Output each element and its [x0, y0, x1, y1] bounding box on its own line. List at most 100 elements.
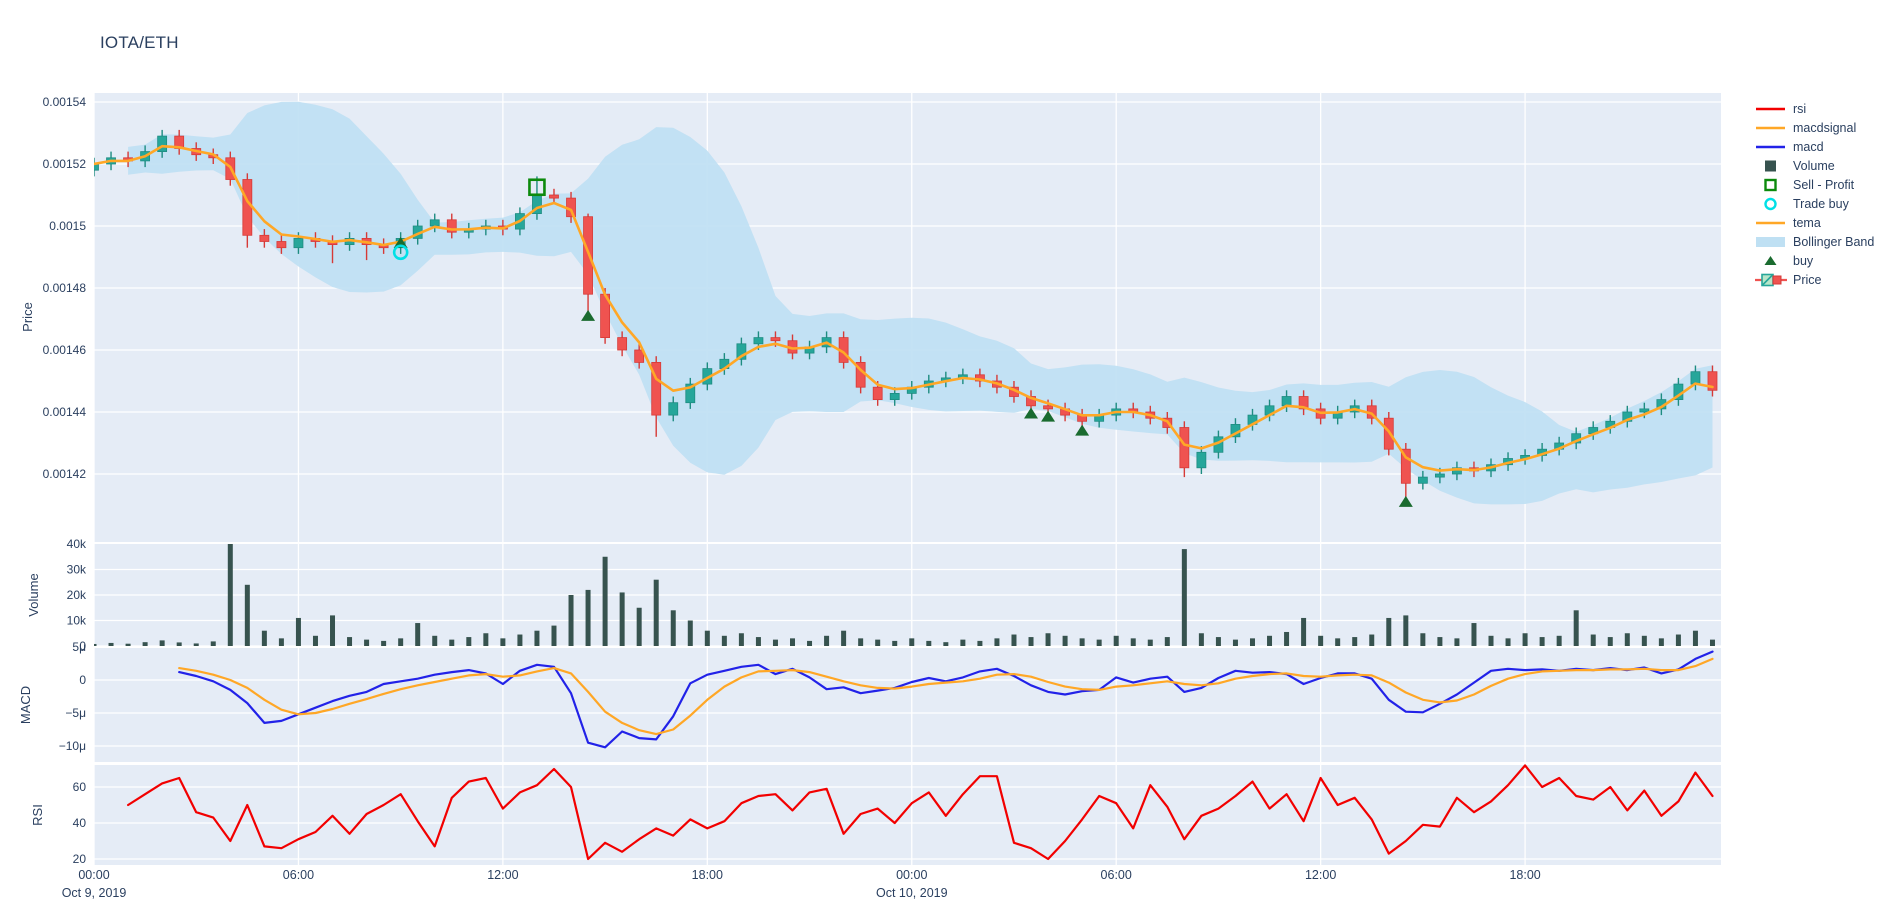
- macdsignal-line: [178, 657, 1714, 736]
- legend-label: Price: [1793, 273, 1822, 287]
- volume-bar: [1011, 634, 1017, 646]
- volume-bar: [1539, 637, 1545, 646]
- volume-bar: [875, 639, 881, 646]
- volume-bar: [1198, 633, 1204, 646]
- legend-item-macdsignal[interactable]: macdsignal: [1754, 120, 1874, 136]
- price-legend-icon: [1755, 273, 1787, 287]
- price-tick-label: 0.00152: [43, 157, 87, 171]
- volume-bar: [1232, 639, 1238, 646]
- price-tick-label: 0.00146: [43, 343, 87, 357]
- legend-item-sell-profit[interactable]: Sell - Profit: [1754, 177, 1874, 193]
- volume-bar: [841, 630, 847, 646]
- volume-bar: [619, 592, 625, 646]
- legend-item-bollinger-band[interactable]: Bollinger Band: [1754, 234, 1874, 250]
- candle-body: [1639, 408, 1650, 413]
- candle-body: [889, 392, 900, 400]
- rsi-panel[interactable]: [94, 765, 1721, 865]
- rsi-tick-label: 20: [73, 852, 87, 866]
- candle-body: [429, 219, 440, 227]
- volume-bar: [517, 634, 523, 646]
- volume-bar: [994, 638, 1000, 646]
- volume-bar: [1045, 633, 1051, 646]
- candle-body: [1196, 451, 1207, 469]
- volume-bar: [704, 630, 710, 646]
- rsi-legend-icon: [1756, 107, 1785, 111]
- volume-bar: [790, 638, 796, 646]
- volume-bar: [347, 637, 353, 646]
- macd-tick-label: −10μ: [59, 739, 86, 753]
- macd-panel[interactable]: [94, 648, 1721, 762]
- volume-bar: [653, 579, 659, 646]
- buy-marker-icon: [393, 237, 408, 249]
- macd-axis-title: MACD: [18, 686, 33, 724]
- candle-body: [753, 337, 764, 345]
- volume-bar: [500, 638, 506, 646]
- volume-bar: [1420, 633, 1426, 646]
- candle-body: [157, 135, 168, 153]
- legend-item-tema[interactable]: tema: [1754, 215, 1874, 231]
- volume-bar: [602, 556, 608, 646]
- volume-bar: [94, 643, 97, 646]
- candle-body: [1707, 371, 1718, 391]
- candle-body: [668, 402, 679, 416]
- volume-bar: [449, 639, 455, 646]
- x-tick-label: 18:00: [692, 868, 723, 882]
- volume-bar: [1709, 639, 1715, 646]
- volume-tick-label: 40k: [67, 537, 87, 551]
- volume-bar: [1522, 633, 1528, 646]
- candle-body: [685, 383, 696, 404]
- volume-bar: [636, 607, 642, 646]
- volume-bar: [1352, 637, 1358, 646]
- volume-bar: [1624, 633, 1630, 646]
- volume-bar: [1573, 610, 1579, 646]
- candle-body: [259, 234, 270, 242]
- x-tick-label: 18:00: [1509, 868, 1540, 882]
- price-axis-title: Price: [20, 302, 35, 332]
- candle-body: [583, 216, 593, 295]
- volume-bar: [1556, 635, 1562, 646]
- legend-item-volume[interactable]: Volume: [1754, 158, 1874, 174]
- rsi-tick-label: 60: [73, 780, 87, 794]
- legend-item-buy[interactable]: buy: [1754, 253, 1874, 269]
- sell-profit-legend-icon: [1764, 178, 1777, 192]
- legend-item-rsi[interactable]: rsi: [1754, 101, 1874, 117]
- legend-item-trade-buy[interactable]: Trade buy: [1754, 196, 1874, 212]
- volume-bar: [381, 640, 387, 646]
- price-tick-label: 0.00144: [43, 405, 87, 419]
- volume-bar: [1028, 637, 1034, 646]
- volume-bar: [1062, 635, 1068, 646]
- rsi-line: [127, 764, 1714, 861]
- candle-body: [617, 337, 628, 351]
- volume-bar: [858, 638, 864, 646]
- volume-bar: [330, 615, 336, 646]
- volume-bar: [227, 544, 233, 646]
- volume-bar: [772, 639, 778, 646]
- volume-bar: [1454, 638, 1460, 646]
- volume-bar: [364, 639, 370, 646]
- x-tick-label: 06:00: [1101, 868, 1132, 882]
- volume-bar: [1284, 631, 1290, 646]
- volume-bar: [1607, 637, 1613, 646]
- volume-bar: [432, 635, 438, 646]
- buy-marker-icon: [581, 309, 596, 321]
- volume-bar: [466, 637, 472, 646]
- volume-axis-title: Volume: [26, 573, 41, 616]
- legend-item-macd[interactable]: macd: [1754, 139, 1874, 155]
- x-tick-label: 00:00: [78, 868, 109, 882]
- buy-marker-icon: [1075, 424, 1090, 436]
- x-tick-label: 12:00: [1305, 868, 1336, 882]
- volume-bar: [1181, 549, 1187, 646]
- bollinger-band: [128, 101, 1713, 505]
- price-tick-label: 0.00142: [43, 467, 87, 481]
- volume-tick-label: 10k: [67, 614, 87, 628]
- legend-item-price[interactable]: Price: [1754, 272, 1874, 288]
- volume-bar: [687, 620, 693, 646]
- volume-bar: [176, 642, 182, 646]
- volume-bar: [1505, 638, 1511, 646]
- legend-label: Bollinger Band: [1793, 235, 1875, 249]
- macd-line-path: [178, 650, 1714, 749]
- volume-bar: [1249, 638, 1255, 646]
- volume-bar: [261, 630, 267, 646]
- x-tick-label: 12:00: [487, 868, 518, 882]
